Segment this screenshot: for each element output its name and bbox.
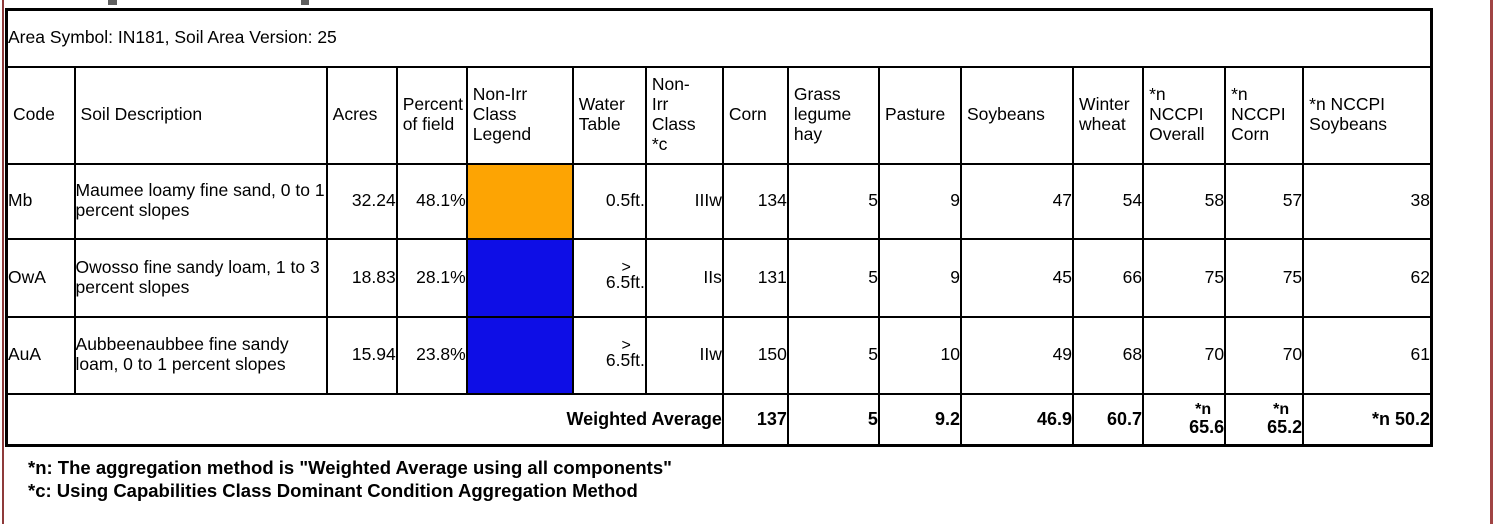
- col-header-nccpi-corn: *n NCCPI Corn: [1224, 65, 1305, 165]
- col-header-corn: Corn: [721, 65, 789, 165]
- col-header-pasture: Pasture: [877, 65, 962, 165]
- cell-nccpi-overall-avg: *n 65.6: [1142, 392, 1227, 447]
- cell-soybeans: 47: [959, 162, 1075, 240]
- footnote-c: *c: Using Capabilities Class Dominant Co…: [28, 480, 638, 501]
- greater-than-symbol: >: [621, 259, 631, 277]
- nccpi-corn-avg-value: 65.2: [1267, 416, 1303, 437]
- footnote-n: *n: The aggregation method is "Weighted …: [28, 457, 672, 478]
- cell-grass-legume-hay: 5: [786, 162, 880, 240]
- weighted-average-row: Weighted Average 137 5 9.2 46.9 60.7 *n …: [5, 392, 1433, 447]
- cell-soybeans-avg: 46.9: [959, 392, 1075, 447]
- soil-yield-table: Area Symbol: IN181, Soil Area Version: 2…: [5, 8, 1433, 447]
- water-depth: 6.5ft.: [605, 349, 645, 370]
- cell-pasture: 10: [877, 315, 962, 395]
- header-row: Code Soil Description Acres Percent of f…: [5, 65, 1433, 165]
- cropped-text-remnant: [301, 0, 309, 5]
- cell-nonirr-class: IIs: [644, 237, 724, 318]
- footnotes: *n: The aggregation method is "Weighted …: [28, 456, 672, 502]
- cell-corn: 134: [721, 162, 789, 240]
- cell-water-table: > 6.5ft.: [571, 315, 647, 395]
- page-edge-line-right: [1490, 0, 1493, 524]
- col-header-winter-wheat: Winter wheat: [1072, 65, 1145, 165]
- table-row-owa: OwA Owosso fine sandy loam, 1 to 3 perce…: [5, 237, 1433, 318]
- cell-code: AuA: [5, 315, 76, 395]
- footnote-marker: *n: [1195, 400, 1212, 418]
- cell-soil-description: Aubbeenaubbee fine sandy loam, 0 to 1 pe…: [73, 315, 328, 395]
- cell-nonirr-class: IIw: [644, 315, 724, 395]
- cell-percent: 23.8%: [395, 315, 468, 395]
- cell-winter-wheat: 54: [1072, 162, 1145, 240]
- legend-color-swatch: [465, 315, 574, 395]
- col-header-nonirr-class-legend: Non-Irr Class Legend: [465, 65, 574, 165]
- footnote-marker: *n: [1273, 400, 1290, 418]
- col-header-acres: Acres: [325, 65, 398, 165]
- cell-nccpi-overall: 75: [1142, 237, 1227, 318]
- cell-winter-wheat: 66: [1072, 237, 1145, 318]
- cell-percent: 28.1%: [395, 237, 468, 318]
- cell-corn: 131: [721, 237, 789, 318]
- cell-nccpi-soybeans: 38: [1302, 162, 1433, 240]
- cell-percent: 48.1%: [395, 162, 468, 240]
- cell-corn: 150: [721, 315, 789, 395]
- col-header-soil-description: Soil Description: [73, 65, 328, 165]
- cell-nccpi-overall: 58: [1142, 162, 1227, 240]
- cell-grass-legume-hay: 5: [786, 237, 880, 318]
- cell-nccpi-corn-avg: *n 65.2: [1224, 392, 1305, 447]
- col-header-percent-of-field: Percent of field: [395, 65, 468, 165]
- cell-acres: 32.24: [325, 162, 398, 240]
- col-header-water-table: Water Table: [571, 65, 647, 165]
- col-header-soybeans: Soybeans: [959, 65, 1075, 165]
- cell-grass-legume-hay: 5: [786, 315, 880, 395]
- cell-code: OwA: [5, 237, 76, 318]
- cell-nccpi-corn: 57: [1224, 162, 1305, 240]
- col-header-nccpi-soybeans: *n NCCPI Soybeans: [1302, 65, 1433, 165]
- cell-acres: 15.94: [325, 315, 398, 395]
- legend-color-swatch: [465, 237, 574, 318]
- area-symbol-row: Area Symbol: IN181, Soil Area Version: 2…: [5, 8, 1433, 68]
- cell-nccpi-corn: 75: [1224, 237, 1305, 318]
- cell-winter-wheat-avg: 60.7: [1072, 392, 1145, 447]
- col-header-grass-legume-hay: Grass legume hay: [786, 65, 880, 165]
- cell-nonirr-class: IIIw: [644, 162, 724, 240]
- nccpi-overall-avg-value: 65.6: [1189, 416, 1225, 437]
- cell-corn-avg: 137: [721, 392, 789, 447]
- legend-color-swatch: [465, 162, 574, 240]
- cell-nccpi-overall: 70: [1142, 315, 1227, 395]
- water-depth: 0.5ft.: [605, 190, 645, 211]
- cell-water-table: 0.5ft.: [571, 162, 647, 240]
- cell-pasture-avg: 9.2: [877, 392, 962, 447]
- table-row-mb: Mb Maumee loamy fine sand, 0 to 1 percen…: [5, 162, 1433, 240]
- cell-soybeans: 49: [959, 315, 1075, 395]
- cell-soil-description: Maumee loamy fine sand, 0 to 1 percent s…: [73, 162, 328, 240]
- cell-soybeans: 45: [959, 237, 1075, 318]
- cell-grass-legume-hay-avg: 5: [786, 392, 880, 447]
- col-header-code: Code: [5, 65, 76, 165]
- table-row-aua: AuA Aubbeenaubbee fine sandy loam, 0 to …: [5, 315, 1433, 395]
- area-symbol-text: Area Symbol: IN181, Soil Area Version: 2…: [5, 8, 1433, 68]
- cell-nccpi-soybeans: 61: [1302, 315, 1433, 395]
- col-header-nccpi-overall: *n NCCPI Overall: [1142, 65, 1227, 165]
- col-header-nonirr-class: Non- Irr Class *c: [644, 65, 724, 165]
- weighted-average-label: Weighted Average: [5, 392, 724, 447]
- cell-acres: 18.83: [325, 237, 398, 318]
- page-edge-line-left: [2, 0, 4, 524]
- cell-nccpi-corn: 70: [1224, 315, 1305, 395]
- cell-winter-wheat: 68: [1072, 315, 1145, 395]
- cell-water-table: > 6.5ft.: [571, 237, 647, 318]
- cell-soil-description: Owosso fine sandy loam, 1 to 3 percent s…: [73, 237, 328, 318]
- cell-code: Mb: [5, 162, 76, 240]
- water-depth: 6.5ft.: [605, 272, 645, 293]
- cell-nccpi-soybeans: 62: [1302, 237, 1433, 318]
- cell-nccpi-soybeans-avg: *n 50.2: [1302, 392, 1433, 447]
- cell-pasture: 9: [877, 237, 962, 318]
- cropped-text-remnant: [108, 0, 117, 5]
- cell-pasture: 9: [877, 162, 962, 240]
- greater-than-symbol: >: [621, 336, 631, 354]
